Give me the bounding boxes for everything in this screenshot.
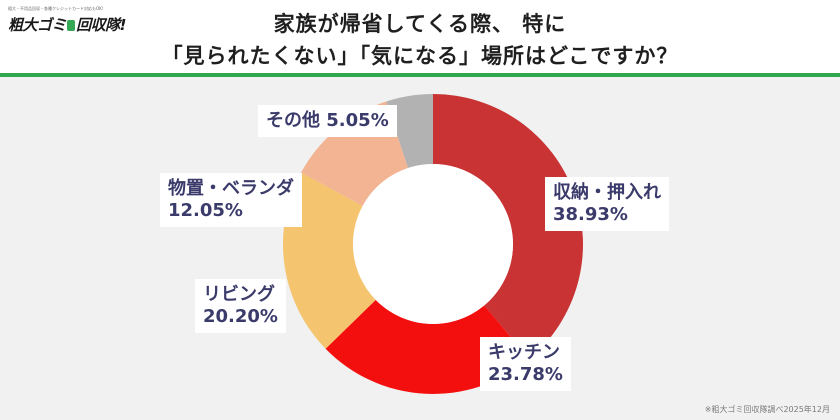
slice-value-text: 38.93% xyxy=(553,204,628,225)
slice-label-text: 物置・ベランダ xyxy=(168,178,294,199)
donut-slice-other xyxy=(386,94,433,168)
slice-value-text: 20.20% xyxy=(203,306,278,327)
slice-label-storage: 収納・押入れ 38.93% xyxy=(545,177,669,231)
donut-hole xyxy=(353,164,513,324)
brand-tagline: 粗大・不用品回収・各種クレジットカード対応もOK! xyxy=(8,6,104,11)
page-title-line1: 家族が帰省してくる際、 特に xyxy=(273,12,567,36)
header: 粗大・不用品回収・各種クレジットカード対応もOK! 粗大ゴミ 回収隊! 家族が帰… xyxy=(0,0,840,76)
slice-label-text: リビング xyxy=(203,284,275,305)
donut-slice-living xyxy=(282,172,376,349)
page-title-line2: 「見られたくない」「気になる」場所はどこですか？ xyxy=(161,44,679,68)
slice-label-storage-balcony: 物置・ベランダ 12.05% xyxy=(160,173,302,227)
slice-label-text: キッチン xyxy=(488,342,560,363)
brand-logo: 粗大・不用品回収・各種クレジットカード対応もOK! 粗大ゴミ 回収隊! xyxy=(8,6,126,36)
slice-label-kitchen: キッチン 23.78% xyxy=(480,337,571,391)
slice-value-text: 5.05% xyxy=(326,110,389,131)
brand-name-part2: 回収隊! xyxy=(76,16,126,34)
donut-slice-kitchen xyxy=(325,299,530,395)
slice-label-living: リビング 20.20% xyxy=(195,279,286,333)
source-note: ※粗大ゴミ回収隊調べ2025年12月 xyxy=(704,405,830,414)
header-divider xyxy=(0,73,840,77)
slice-value-text: 23.78% xyxy=(488,364,563,385)
brand-name-part1: 粗大ゴミ xyxy=(8,16,67,34)
slice-label-other-combined: その他 5.05% xyxy=(266,110,389,132)
slice-label-text: その他 xyxy=(266,110,320,131)
donut-slice-storage xyxy=(433,94,583,360)
slice-value-text: 12.05% xyxy=(168,200,243,221)
brand-badge-icon xyxy=(67,20,76,31)
slice-label-text: 収納・押入れ xyxy=(553,182,661,203)
slice-label-other: その他 5.05% xyxy=(258,105,397,137)
